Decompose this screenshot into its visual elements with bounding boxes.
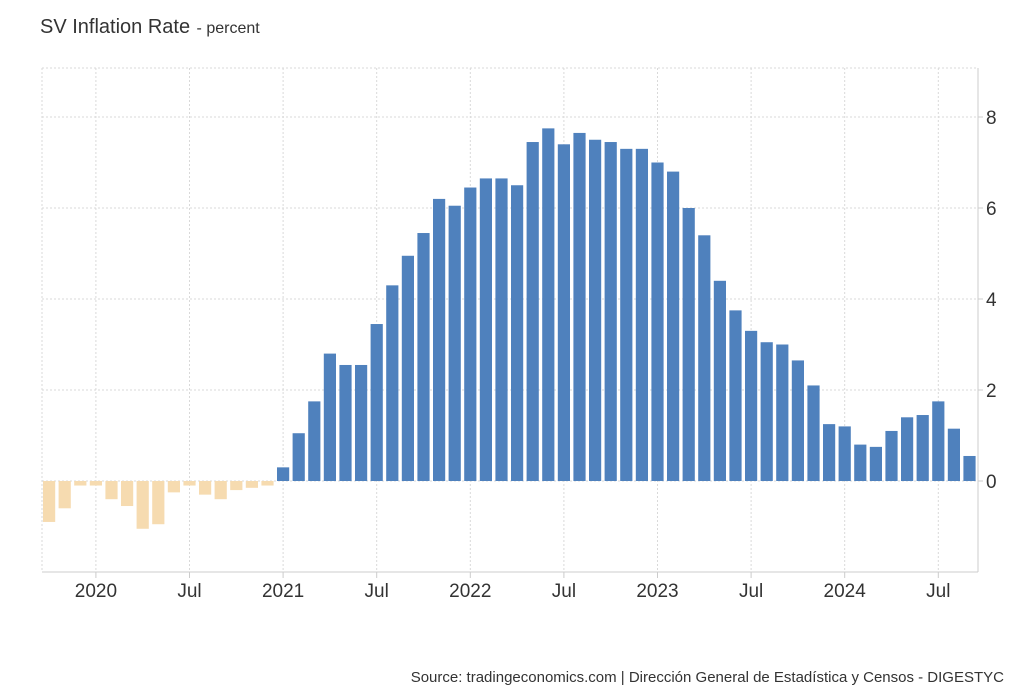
- y-tick-label: 8: [986, 108, 997, 129]
- bar-2021-05: [339, 364, 352, 481]
- bar-2020-09: [214, 481, 227, 500]
- bar-2020-02: [105, 481, 118, 500]
- bar-2021-12: [448, 205, 461, 481]
- bar-2024-03: [869, 446, 882, 481]
- bar-2022-05: [526, 142, 539, 481]
- x-tick-label: 2024: [824, 581, 867, 602]
- bar-2023-02: [667, 171, 680, 481]
- x-tick-label: Jul: [926, 581, 950, 602]
- x-tick-label: 2022: [449, 581, 491, 602]
- bar-2023-04: [698, 235, 711, 481]
- bar-2021-07: [370, 324, 383, 481]
- bar-2021-09: [401, 255, 414, 481]
- x-tick-label: Jul: [365, 581, 389, 602]
- bar-2023-01: [651, 162, 664, 481]
- x-tick-label: Jul: [552, 581, 576, 602]
- bar-2021-11: [433, 198, 446, 481]
- y-tick-label: 2: [986, 381, 997, 402]
- x-tick-label: 2021: [262, 581, 304, 602]
- bar-2023-10: [791, 360, 804, 481]
- chart-unit: - percent: [196, 20, 260, 37]
- bar-2020-03: [121, 481, 134, 507]
- x-tick-label: 2023: [636, 581, 678, 602]
- bar-2024-01: [838, 426, 851, 481]
- bar-2022-01: [464, 187, 477, 481]
- bar-2022-02: [479, 178, 492, 482]
- bar-2020-06: [167, 481, 180, 493]
- bar-2022-09: [589, 139, 602, 481]
- bar-2020-07: [183, 481, 196, 486]
- bar-2024-08: [947, 428, 960, 481]
- bar-2020-05: [152, 481, 165, 525]
- bar-2023-06: [729, 310, 742, 481]
- bar-2020-10: [230, 481, 243, 491]
- bar-2019-10: [43, 481, 56, 522]
- bar-2020-08: [199, 481, 212, 495]
- bar-2024-07: [932, 401, 945, 481]
- bar-2023-09: [776, 344, 789, 481]
- x-tick-label: 2020: [75, 581, 117, 602]
- bar-2022-10: [604, 142, 617, 481]
- bar-2021-04: [323, 353, 336, 481]
- bar-2023-03: [682, 208, 695, 481]
- x-tick-label: Jul: [739, 581, 763, 602]
- bar-2021-01: [277, 467, 290, 481]
- bar-2022-08: [573, 132, 586, 482]
- bar-2020-12: [261, 481, 274, 486]
- bar-2020-11: [245, 481, 258, 488]
- bar-2019-11: [58, 481, 71, 509]
- bar-2023-12: [823, 424, 836, 481]
- chart-title-block: SV Inflation Rate - percent: [40, 16, 260, 39]
- bar-2022-07: [557, 144, 570, 482]
- y-tick-label: 4: [986, 290, 997, 311]
- bar-2024-05: [901, 417, 914, 481]
- bar-2024-04: [885, 430, 898, 481]
- bar-2022-03: [495, 178, 508, 482]
- bar-2021-06: [355, 364, 368, 481]
- bar-2022-06: [542, 128, 555, 481]
- bar-2024-09: [963, 455, 976, 481]
- bar-2021-10: [417, 233, 430, 481]
- bar-2022-12: [635, 148, 648, 481]
- bar-2022-11: [620, 148, 633, 481]
- bar-2020-01: [89, 481, 102, 486]
- source-note: Source: tradingeconomics.com | Dirección…: [410, 669, 1004, 686]
- chart-title: SV Inflation Rate: [40, 16, 191, 38]
- bar-2023-05: [713, 280, 726, 481]
- x-tick-label: Jul: [177, 581, 201, 602]
- bar-2021-03: [308, 401, 321, 481]
- bar-2019-12: [74, 481, 87, 486]
- bar-2023-11: [807, 385, 820, 481]
- bar-2023-08: [760, 342, 773, 481]
- y-tick-label: 6: [986, 199, 997, 220]
- bar-2020-04: [136, 481, 149, 529]
- bar-2021-02: [292, 433, 305, 481]
- bar-2023-07: [745, 330, 758, 481]
- bar-2022-04: [511, 185, 524, 481]
- y-tick-label: 0: [986, 472, 997, 493]
- bar-2024-02: [854, 444, 867, 481]
- bar-2024-06: [916, 415, 929, 481]
- bar-2021-08: [386, 285, 399, 481]
